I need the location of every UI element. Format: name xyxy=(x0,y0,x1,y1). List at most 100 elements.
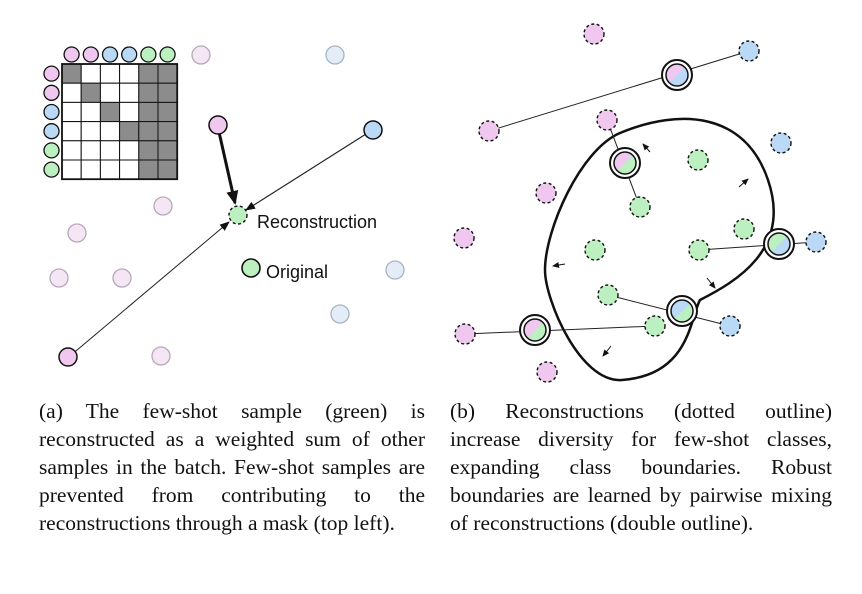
reconstruction-green xyxy=(629,196,651,218)
mask-cell-open xyxy=(119,82,140,103)
faded-sample-pink xyxy=(151,346,171,366)
mask-cell-open xyxy=(61,82,82,103)
contribution-arrow-thin xyxy=(69,221,230,357)
sample-pink xyxy=(58,347,78,367)
mask-cell-masked xyxy=(138,63,159,84)
original-sample xyxy=(241,258,261,278)
mask-col-pink-sample xyxy=(82,46,99,63)
class-boundary xyxy=(543,117,775,382)
sample-pink xyxy=(208,115,228,135)
expansion-arrow xyxy=(552,262,566,268)
sample-blue xyxy=(363,120,383,140)
mixed-sample xyxy=(666,295,698,327)
mask-cell-masked xyxy=(157,121,178,142)
reconstruction-blue xyxy=(770,132,792,154)
mask-grid xyxy=(43,46,179,181)
reconstruction-blue xyxy=(805,231,827,253)
mask-row-blue-sample xyxy=(43,123,60,140)
mask-col-blue-sample xyxy=(121,46,138,63)
reconstruction-green xyxy=(597,284,619,306)
mask-row-green-sample xyxy=(43,142,60,159)
mask-cell-masked xyxy=(61,63,82,84)
reconstruction-pink xyxy=(453,227,475,249)
figure-canvas: Reconstruction Original xyxy=(43,23,827,383)
mask-cell-open xyxy=(99,82,121,103)
reconstruction-green xyxy=(644,315,666,337)
mask-cell-masked xyxy=(157,82,178,103)
mask-cell-open xyxy=(61,159,82,180)
reconstruction-label: Reconstruction xyxy=(257,212,377,232)
mask-cell-open xyxy=(80,121,101,142)
reconstruction-pink xyxy=(583,23,605,45)
contribution-arrow-medium xyxy=(245,133,367,211)
panel-b xyxy=(453,23,827,383)
mixed-sample xyxy=(519,314,551,346)
mixed-sample xyxy=(609,147,641,179)
mask-cell-masked xyxy=(157,101,178,123)
mask-cell-masked xyxy=(138,121,159,142)
mask-cell-masked xyxy=(80,82,101,103)
mixed-sample xyxy=(661,59,693,91)
mask-cell-open xyxy=(119,140,140,161)
mask-grid-border xyxy=(61,63,179,181)
mask-cell-open xyxy=(99,140,121,161)
mask-cell-open xyxy=(80,101,101,123)
mixing-line xyxy=(488,50,750,132)
mask-cell-masked xyxy=(119,121,140,142)
faded-sample-pink xyxy=(49,268,69,288)
expansion-arrow xyxy=(642,143,651,153)
reconstruction-green xyxy=(688,239,710,261)
mask-cell-open xyxy=(119,63,140,84)
mask-cell-masked xyxy=(138,82,159,103)
mask-cell-open xyxy=(61,121,82,142)
mask-cell-open xyxy=(61,101,82,123)
mask-cell-open xyxy=(119,101,140,123)
reconstruction-pink xyxy=(535,182,557,204)
mask-col-green-sample xyxy=(159,46,176,63)
mask-cell-open xyxy=(99,159,121,180)
original-label: Original xyxy=(266,262,328,282)
expansion-arrow xyxy=(706,277,716,289)
mask-row-pink-sample xyxy=(43,84,60,101)
contribution-arrow-strong xyxy=(217,131,239,205)
mask-cell-masked xyxy=(138,101,159,123)
mask-cell-masked xyxy=(138,159,159,180)
expansion-arrow xyxy=(738,178,749,188)
faded-sample-blue xyxy=(330,304,350,324)
reconstruction-green xyxy=(584,239,606,261)
reconstruction-sample xyxy=(228,205,248,225)
mask-row-blue-sample xyxy=(43,103,60,121)
mask-cell-masked xyxy=(138,140,159,161)
caption-a: (a) The few-shot sample (green) is recon… xyxy=(39,399,425,535)
reconstruction-blue xyxy=(738,40,760,62)
faded-sample-pink xyxy=(153,196,173,216)
caption-b: (b) Reconstructions (dotted outline) inc… xyxy=(450,399,832,535)
faded-sample-pink xyxy=(112,268,132,288)
reconstruction-green xyxy=(733,218,755,240)
faded-sample-pink xyxy=(191,45,211,65)
mask-col-green-sample xyxy=(140,46,157,63)
mask-cell-open xyxy=(61,140,82,161)
mask-cell-masked xyxy=(99,101,121,123)
mask-cell-masked xyxy=(157,63,178,84)
mask-row-pink-sample xyxy=(43,65,60,82)
mask-cell-open xyxy=(119,159,140,180)
reconstruction-pink xyxy=(536,361,558,383)
reconstruction-green xyxy=(687,149,709,171)
expansion-arrow xyxy=(602,345,612,357)
faded-sample-pink xyxy=(67,223,87,243)
mixed-sample xyxy=(763,228,795,260)
mixing-line xyxy=(698,241,817,251)
reconstruction-pink xyxy=(454,323,476,345)
mask-cell-masked xyxy=(157,159,178,180)
panel-a: Reconstruction Original xyxy=(43,45,405,367)
faded-sample-blue xyxy=(325,45,345,65)
reconstruction-blue xyxy=(719,315,741,337)
faded-sample-blue xyxy=(385,260,405,280)
reconstruction-pink xyxy=(596,109,618,131)
mask-cell-open xyxy=(80,159,101,180)
mask-col-blue-sample xyxy=(101,46,119,63)
mask-cell-open xyxy=(80,63,101,84)
mask-row-green-sample xyxy=(43,161,60,178)
mixing-line xyxy=(464,325,656,335)
